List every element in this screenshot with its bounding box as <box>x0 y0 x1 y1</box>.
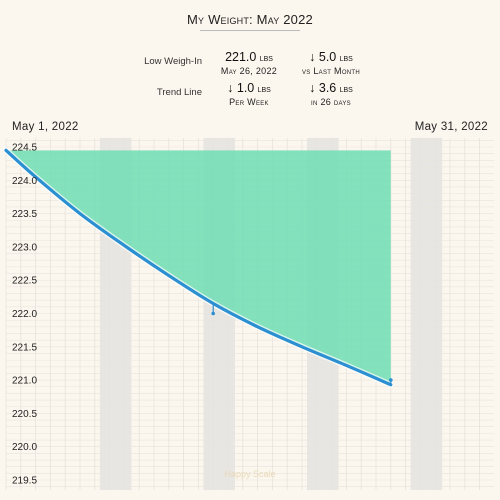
low-change-unit: lbs <box>339 53 353 64</box>
y-axis-ticks: 224.5 224.0 223.5 223.0 222.5 222.0 221.5 221.0… <box>12 143 37 487</box>
weigh-in-point <box>389 378 393 382</box>
low-weigh-in-label: Low Weigh-In <box>144 56 202 67</box>
y-tick-label: 219.5 <box>12 476 37 487</box>
y-tick-label: 223.0 <box>12 242 37 253</box>
y-tick-label: 222.5 <box>12 276 37 287</box>
trend-line <box>4 148 393 387</box>
title-text: My Weight: May 2022 <box>187 12 313 27</box>
low-change-number: ↓ 5.0 <box>309 50 337 64</box>
trend-rate-number: ↓ 1.0 <box>227 81 255 95</box>
y-tick-label: 224.0 <box>12 176 37 187</box>
low-weigh-in-number: 221.0 <box>225 50 257 64</box>
stats-panel: Low Weigh-In 221.0 lbs May 26, 2022 ↓ 5.… <box>0 48 500 108</box>
y-tick-label: 221.5 <box>12 342 37 353</box>
trend-rate-unit: lbs <box>257 84 271 95</box>
trend-line-group <box>3 147 394 388</box>
weight-area <box>6 150 391 385</box>
y-tick-label: 221.0 <box>12 376 37 387</box>
page-title: My Weight: May 2022 <box>0 12 500 31</box>
y-tick-label: 224.5 <box>12 143 37 154</box>
title-divider <box>200 30 300 31</box>
date-start-label: May 1, 2022 <box>12 121 79 133</box>
y-tick-label: 222.0 <box>12 309 37 320</box>
low-change-sub: vs Last Month <box>301 66 361 76</box>
y-tick-label: 223.5 <box>12 209 37 220</box>
low-weigh-in-value: 221.0 lbs May 26, 2022 <box>204 51 294 78</box>
low-change-value: ↓ 5.0 lbs vs Last Month <box>286 51 376 78</box>
low-weigh-in-date: May 26, 2022 <box>220 66 278 76</box>
trend-change-number: ↓ 3.6 <box>309 81 337 95</box>
weekend-band <box>410 138 443 490</box>
date-end-label: May 31, 2022 <box>414 121 488 133</box>
trend-line-label: Trend Line <box>156 87 202 98</box>
trend-rate-sub: Per Week <box>229 97 269 107</box>
trend-change-sub: in 26 days <box>311 97 351 107</box>
weight-area-fill <box>6 150 391 385</box>
trend-rate-value: ↓ 1.0 lbs Per Week <box>204 82 294 109</box>
watermark: Happy Scale <box>224 469 275 479</box>
trend-change-unit: lbs <box>339 84 353 95</box>
trend-change-value: ↓ 3.6 lbs in 26 days <box>286 82 376 109</box>
y-tick-label: 220.5 <box>12 409 37 420</box>
y-tick-label: 220.0 <box>12 442 37 453</box>
low-weigh-in-unit: lbs <box>259 53 273 64</box>
weigh-in-point <box>211 311 215 316</box>
weigh-in-markers <box>211 303 393 385</box>
